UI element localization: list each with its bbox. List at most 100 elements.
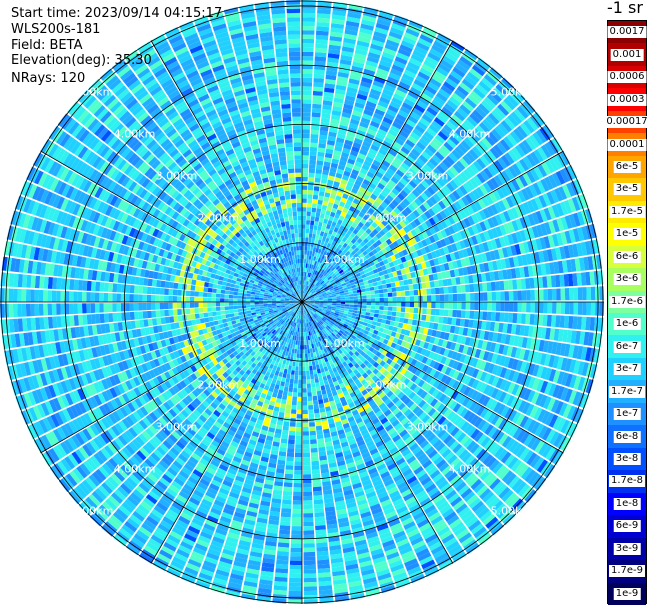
range-gate-cell [311, 269, 315, 274]
range-gate-cell [337, 229, 343, 235]
range-gate-cell [487, 412, 497, 423]
range-gate-cell [527, 390, 536, 403]
range-gate-cell [343, 289, 349, 293]
range-gate-cell [337, 164, 346, 171]
range-gate-cell [370, 120, 380, 129]
range-gate-cell [576, 316, 582, 330]
range-gate-cell [289, 378, 294, 384]
range-gate-cell [378, 310, 384, 315]
range-gate-cell [332, 303, 337, 306]
range-gate-cell [568, 316, 574, 329]
range-gate-cell [474, 244, 481, 254]
range-gate-cell [339, 240, 345, 246]
range-gate-cell [334, 242, 340, 248]
range-gate-cell [514, 347, 522, 359]
range-gate-cell [488, 192, 498, 203]
range-gate-cell [302, 211, 307, 216]
range-gate-cell [425, 219, 433, 228]
range-gate-cell [551, 341, 558, 355]
range-gate-cell [511, 179, 521, 191]
range-gate-cell [433, 167, 443, 177]
range-gate-cell [544, 412, 555, 426]
range-gate-cell [490, 414, 500, 426]
range-gate-cell [307, 202, 312, 208]
range-gate-cell [437, 62, 451, 74]
range-gate-cell [323, 250, 328, 256]
range-gate-cell [311, 456, 319, 462]
range-gate-cell [360, 144, 370, 152]
range-gate-cell [517, 190, 526, 203]
range-gate-cell [384, 156, 393, 164]
range-gate-cell [310, 304, 315, 306]
range-gate-cell [303, 294, 306, 299]
range-gate-cell [368, 346, 375, 353]
range-gate-cell [459, 82, 472, 94]
range-gate-cell [334, 321, 340, 326]
range-gate-cell [299, 362, 302, 367]
range-gate-cell [306, 285, 309, 290]
range-gate-cell [481, 273, 487, 282]
range-gate-cell [304, 258, 307, 264]
range-gate-cell [496, 141, 507, 154]
range-gate-cell [436, 222, 444, 231]
range-gate-cell [408, 313, 414, 319]
range-gate-cell [417, 241, 424, 249]
range-gate-cell [383, 338, 389, 345]
range-gate-cell [303, 556, 316, 561]
range-gate-cell [337, 76, 349, 83]
range-gate-cell [551, 204, 560, 218]
range-gate-cell [305, 237, 309, 242]
range-gate-cell [404, 254, 411, 262]
range-gate-cell [382, 269, 388, 275]
range-gate-cell [536, 365, 544, 378]
range-gate-cell [306, 220, 311, 225]
range-gate-cell [315, 43, 328, 49]
range-gate-cell [315, 212, 321, 218]
range-gate-cell [331, 18, 345, 25]
range-gate-cell [548, 383, 557, 397]
range-gate-cell [429, 226, 437, 235]
range-gate-cell [327, 258, 333, 264]
range-gate-cell [431, 120, 443, 131]
range-gate-cell [341, 50, 354, 57]
range-gate-cell [340, 319, 346, 324]
range-gate-cell [315, 271, 320, 276]
range-gate-cell [527, 350, 535, 362]
range-gate-cell [379, 179, 388, 187]
range-gate-cell [294, 470, 302, 475]
range-gate-cell [546, 275, 552, 288]
range-gate-cell [306, 272, 309, 277]
range-gate-cell [564, 215, 573, 229]
range-gate-cell [281, 434, 288, 440]
range-gate-cell [571, 196, 581, 211]
range-gate-cell [348, 154, 357, 161]
range-gate-cell [405, 307, 410, 313]
range-gate-cell [324, 152, 333, 159]
range-gate-cell [312, 229, 317, 235]
range-gate-cell [390, 176, 399, 185]
range-gate-cell [547, 235, 555, 248]
range-gate-cell [593, 270, 600, 285]
range-gate-cell [542, 193, 552, 207]
range-gate-cell [456, 310, 462, 318]
range-gate-cell [363, 237, 369, 244]
range-gate-cell [353, 307, 358, 311]
range-gate-cell [303, 517, 314, 522]
range-gate-cell [418, 371, 426, 379]
range-gate-cell [288, 586, 302, 592]
range-gate-cell [549, 262, 555, 275]
range-gate-cell [339, 290, 345, 294]
range-gate-cell [344, 330, 349, 335]
range-gate-cell [334, 247, 340, 253]
range-gate-cell [362, 333, 368, 339]
range-gate-cell [400, 285, 405, 291]
range-gate-cell [491, 291, 497, 301]
range-gate-cell [427, 267, 433, 275]
range-gate-cell [319, 258, 324, 264]
range-gate-cell [331, 114, 341, 121]
range-gate-cell [325, 78, 336, 85]
range-gate-cell [551, 248, 558, 261]
range-gate-cell [306, 267, 309, 273]
range-gate-cell [503, 183, 513, 195]
range-gate-cell [319, 186, 326, 193]
